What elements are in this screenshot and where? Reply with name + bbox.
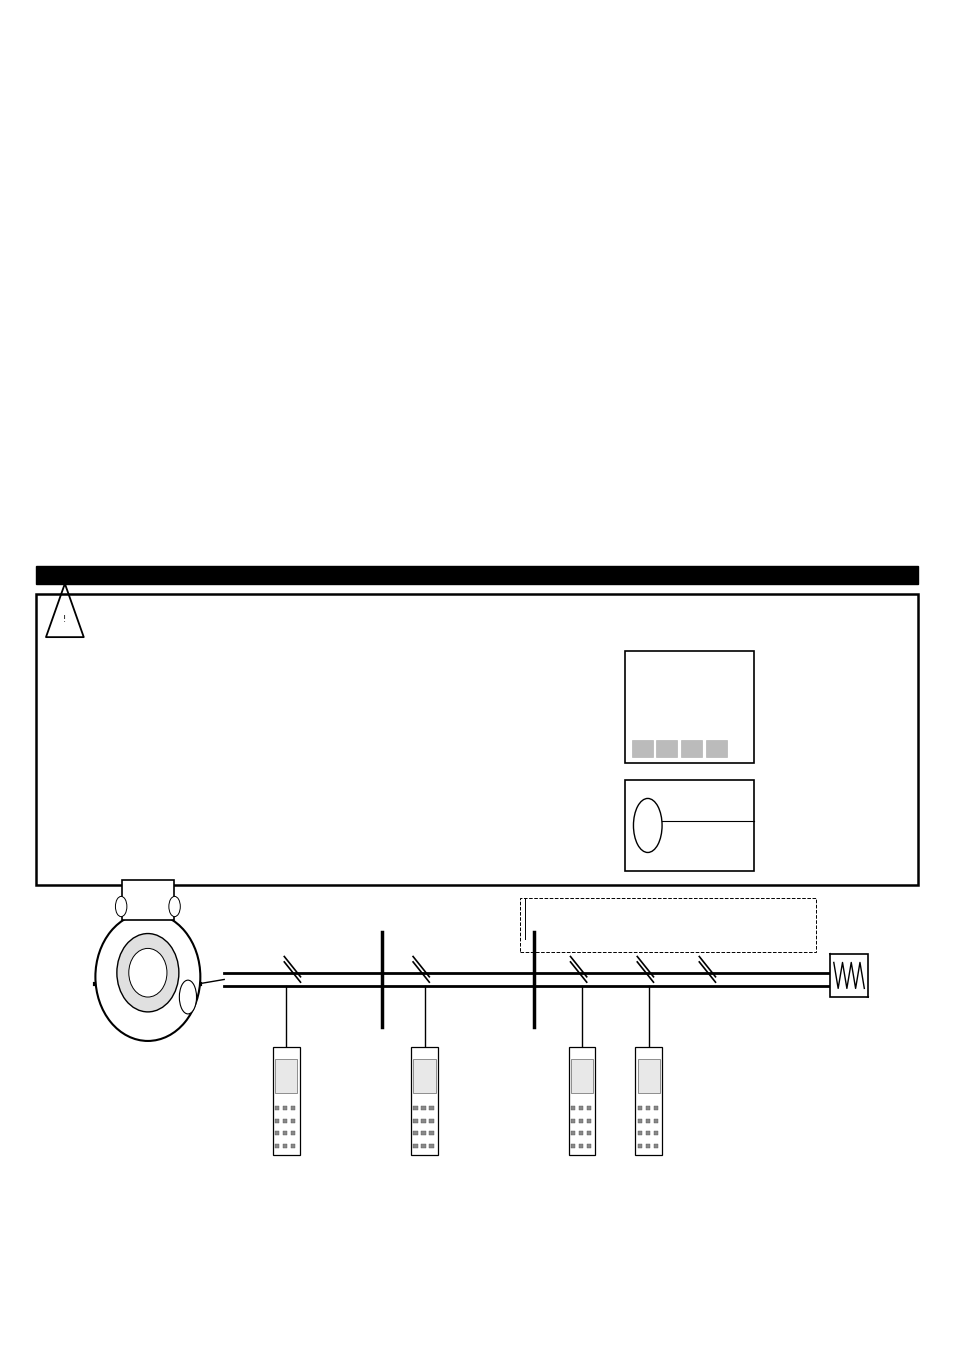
Bar [570, 1106, 575, 1111]
Bar [637, 1131, 641, 1135]
Bar [283, 1106, 287, 1111]
Bar [413, 1143, 417, 1147]
Bar [680, 740, 701, 757]
Ellipse shape [116, 934, 178, 1012]
Bar [36, 594, 917, 885]
Bar [283, 1131, 287, 1135]
Bar [519, 898, 815, 952]
Bar [631, 740, 652, 757]
Bar [578, 1131, 582, 1135]
Ellipse shape [179, 981, 196, 1013]
Bar [413, 1059, 436, 1093]
Bar [637, 1119, 641, 1123]
Bar [624, 651, 753, 763]
Bar [656, 740, 677, 757]
Text: !: ! [63, 615, 67, 624]
Bar [291, 1143, 295, 1147]
Bar [586, 1143, 591, 1147]
Bar [429, 1119, 434, 1123]
Bar [274, 1131, 279, 1135]
Bar [586, 1119, 591, 1123]
Bar [829, 954, 867, 997]
Bar [578, 1106, 582, 1111]
Bar [624, 780, 753, 871]
Bar [274, 1119, 279, 1123]
Bar [413, 1131, 417, 1135]
Bar [291, 1106, 295, 1111]
Bar [586, 1106, 591, 1111]
Bar [413, 1119, 417, 1123]
Ellipse shape [633, 798, 661, 852]
Bar [645, 1143, 649, 1147]
Bar [122, 880, 173, 920]
Bar [653, 1106, 658, 1111]
Bar [274, 1143, 279, 1147]
Bar [291, 1119, 295, 1123]
Bar [637, 1059, 659, 1093]
Bar [429, 1106, 434, 1111]
Bar [291, 1131, 295, 1135]
Bar [645, 1106, 649, 1111]
Bar [274, 1106, 279, 1111]
Ellipse shape [95, 913, 200, 1042]
Bar [578, 1119, 582, 1123]
Bar [36, 566, 917, 584]
Bar [283, 1119, 287, 1123]
Bar [645, 1131, 649, 1135]
Bar [421, 1119, 425, 1123]
Bar [653, 1119, 658, 1123]
Bar [645, 1119, 649, 1123]
Bar [586, 1131, 591, 1135]
Bar [411, 1047, 437, 1155]
Bar [570, 1143, 575, 1147]
Bar [421, 1106, 425, 1111]
Bar [653, 1143, 658, 1147]
Bar [705, 740, 726, 757]
Bar [283, 1143, 287, 1147]
Bar [273, 1047, 299, 1155]
Ellipse shape [129, 948, 167, 997]
Bar [578, 1143, 582, 1147]
Bar [421, 1143, 425, 1147]
Bar [274, 1059, 297, 1093]
Bar [429, 1131, 434, 1135]
Bar [429, 1143, 434, 1147]
Bar [570, 1131, 575, 1135]
Bar [413, 1106, 417, 1111]
Bar [570, 1119, 575, 1123]
Bar [637, 1106, 641, 1111]
Ellipse shape [115, 897, 127, 916]
Bar [629, 661, 748, 739]
Bar [653, 1131, 658, 1135]
Ellipse shape [169, 897, 180, 916]
Bar [637, 1143, 641, 1147]
Bar [635, 1047, 661, 1155]
Bar [568, 1047, 595, 1155]
Bar [421, 1131, 425, 1135]
Bar [570, 1059, 593, 1093]
